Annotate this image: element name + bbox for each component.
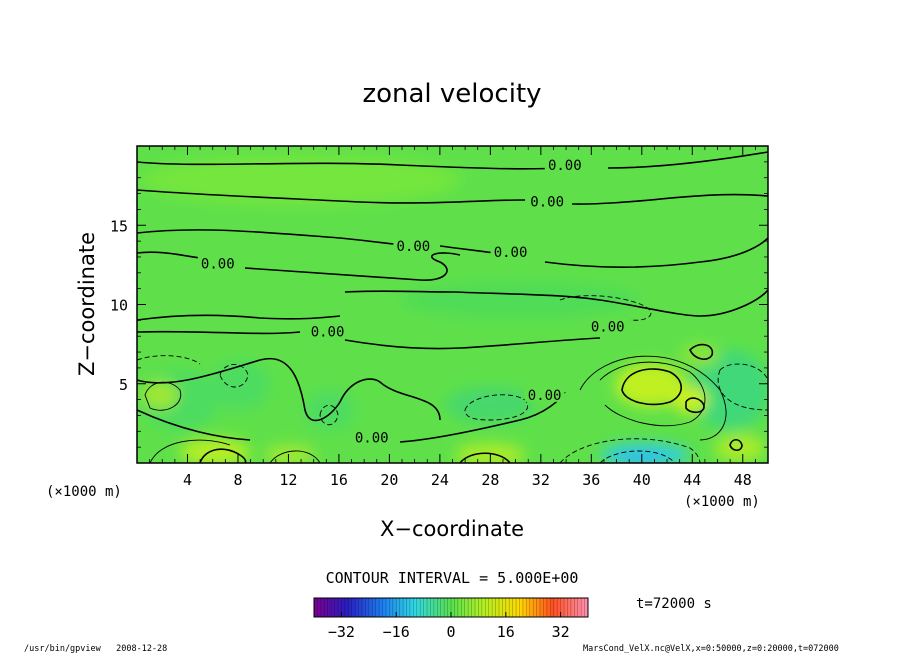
x-unit-right: (×1000 m) xyxy=(684,494,760,510)
x-tick-label: 8 xyxy=(233,471,242,489)
z-tick-label: 5 xyxy=(119,376,128,394)
colorbar: −32 −16 0 16 32 xyxy=(313,597,589,641)
x-tick-label: 44 xyxy=(683,471,701,489)
footer-right: MarsCond_VelX.nc@VelX,x=0:50000,z=0:2000… xyxy=(583,644,839,654)
x-tick-label: 28 xyxy=(481,471,499,489)
x-axis-title: X−coordinate xyxy=(380,517,524,541)
contour-label-bg xyxy=(587,317,628,334)
contour-label-bg xyxy=(393,236,434,253)
time-label: t=72000 s xyxy=(636,596,712,612)
colorbar-tick-label: −16 xyxy=(383,623,410,641)
colorbar-gradient xyxy=(314,598,588,617)
contour-label-bg xyxy=(490,243,531,260)
contour-label: 0.00 xyxy=(530,194,564,210)
colorbar-tick-label: 16 xyxy=(497,623,515,641)
x-tick-label: 4 xyxy=(183,471,192,489)
contour-label: 0.00 xyxy=(494,245,528,261)
colorbar-ticks: −32 −16 0 16 32 xyxy=(328,612,570,641)
contour-label-bg xyxy=(527,192,568,209)
x-axis: 4 8 12 16 20 24 28 32 36 40 44 48 xyxy=(149,146,756,489)
contour-label-bg xyxy=(544,156,585,173)
colorbar-tick-label: −32 xyxy=(328,623,355,641)
contour-label: 0.00 xyxy=(355,431,389,447)
x-tick-label: 12 xyxy=(279,471,297,489)
z-tick-label: 15 xyxy=(110,217,128,235)
contour-label: 0.00 xyxy=(591,320,625,336)
contour-labels: 0.00 0.00 0.00 0.00 0.00 0.00 0.00 0.00 0.00 xyxy=(197,156,628,447)
contour-label-bg xyxy=(524,385,565,402)
colorbar-tick-label: 0 xyxy=(446,623,455,641)
contour-label: 0.00 xyxy=(311,324,345,340)
contour-label: 0.00 xyxy=(528,388,562,404)
contour-label: 0.00 xyxy=(201,256,235,272)
footer-left: /usr/bin/gpview 2008-12-28 xyxy=(24,644,167,654)
contour-interval-text: CONTOUR INTERVAL = 5.000E+00 xyxy=(326,569,579,587)
contour-label-bg xyxy=(197,254,238,271)
contour-label-bg xyxy=(351,428,392,445)
x-tick-label: 32 xyxy=(532,471,550,489)
z-tick-label: 10 xyxy=(110,297,128,315)
x-tick-label: 16 xyxy=(330,471,348,489)
x-tick-label: 20 xyxy=(380,471,398,489)
x-tick-label: 24 xyxy=(431,471,449,489)
plot-area: 0.00 0.00 0.00 0.00 0.00 0.00 0.00 0.00 0.00 xyxy=(137,146,768,463)
chart-title: zonal velocity xyxy=(362,79,541,109)
colorbar-tick-label: 32 xyxy=(552,623,570,641)
velocity-field-shading xyxy=(140,155,768,463)
z-axis: 5 10 15 xyxy=(110,161,768,448)
x-unit-left: (×1000 m) xyxy=(46,484,122,500)
contour-label: 0.00 xyxy=(548,158,582,174)
x-tick-label: 36 xyxy=(582,471,600,489)
z-axis-title: Z−coordinate xyxy=(75,232,99,376)
x-tick-label: 48 xyxy=(734,471,752,489)
contour-label-bg xyxy=(307,322,348,339)
contour-lines xyxy=(137,151,768,463)
contour-label: 0.00 xyxy=(397,239,431,255)
x-tick-label: 40 xyxy=(633,471,651,489)
